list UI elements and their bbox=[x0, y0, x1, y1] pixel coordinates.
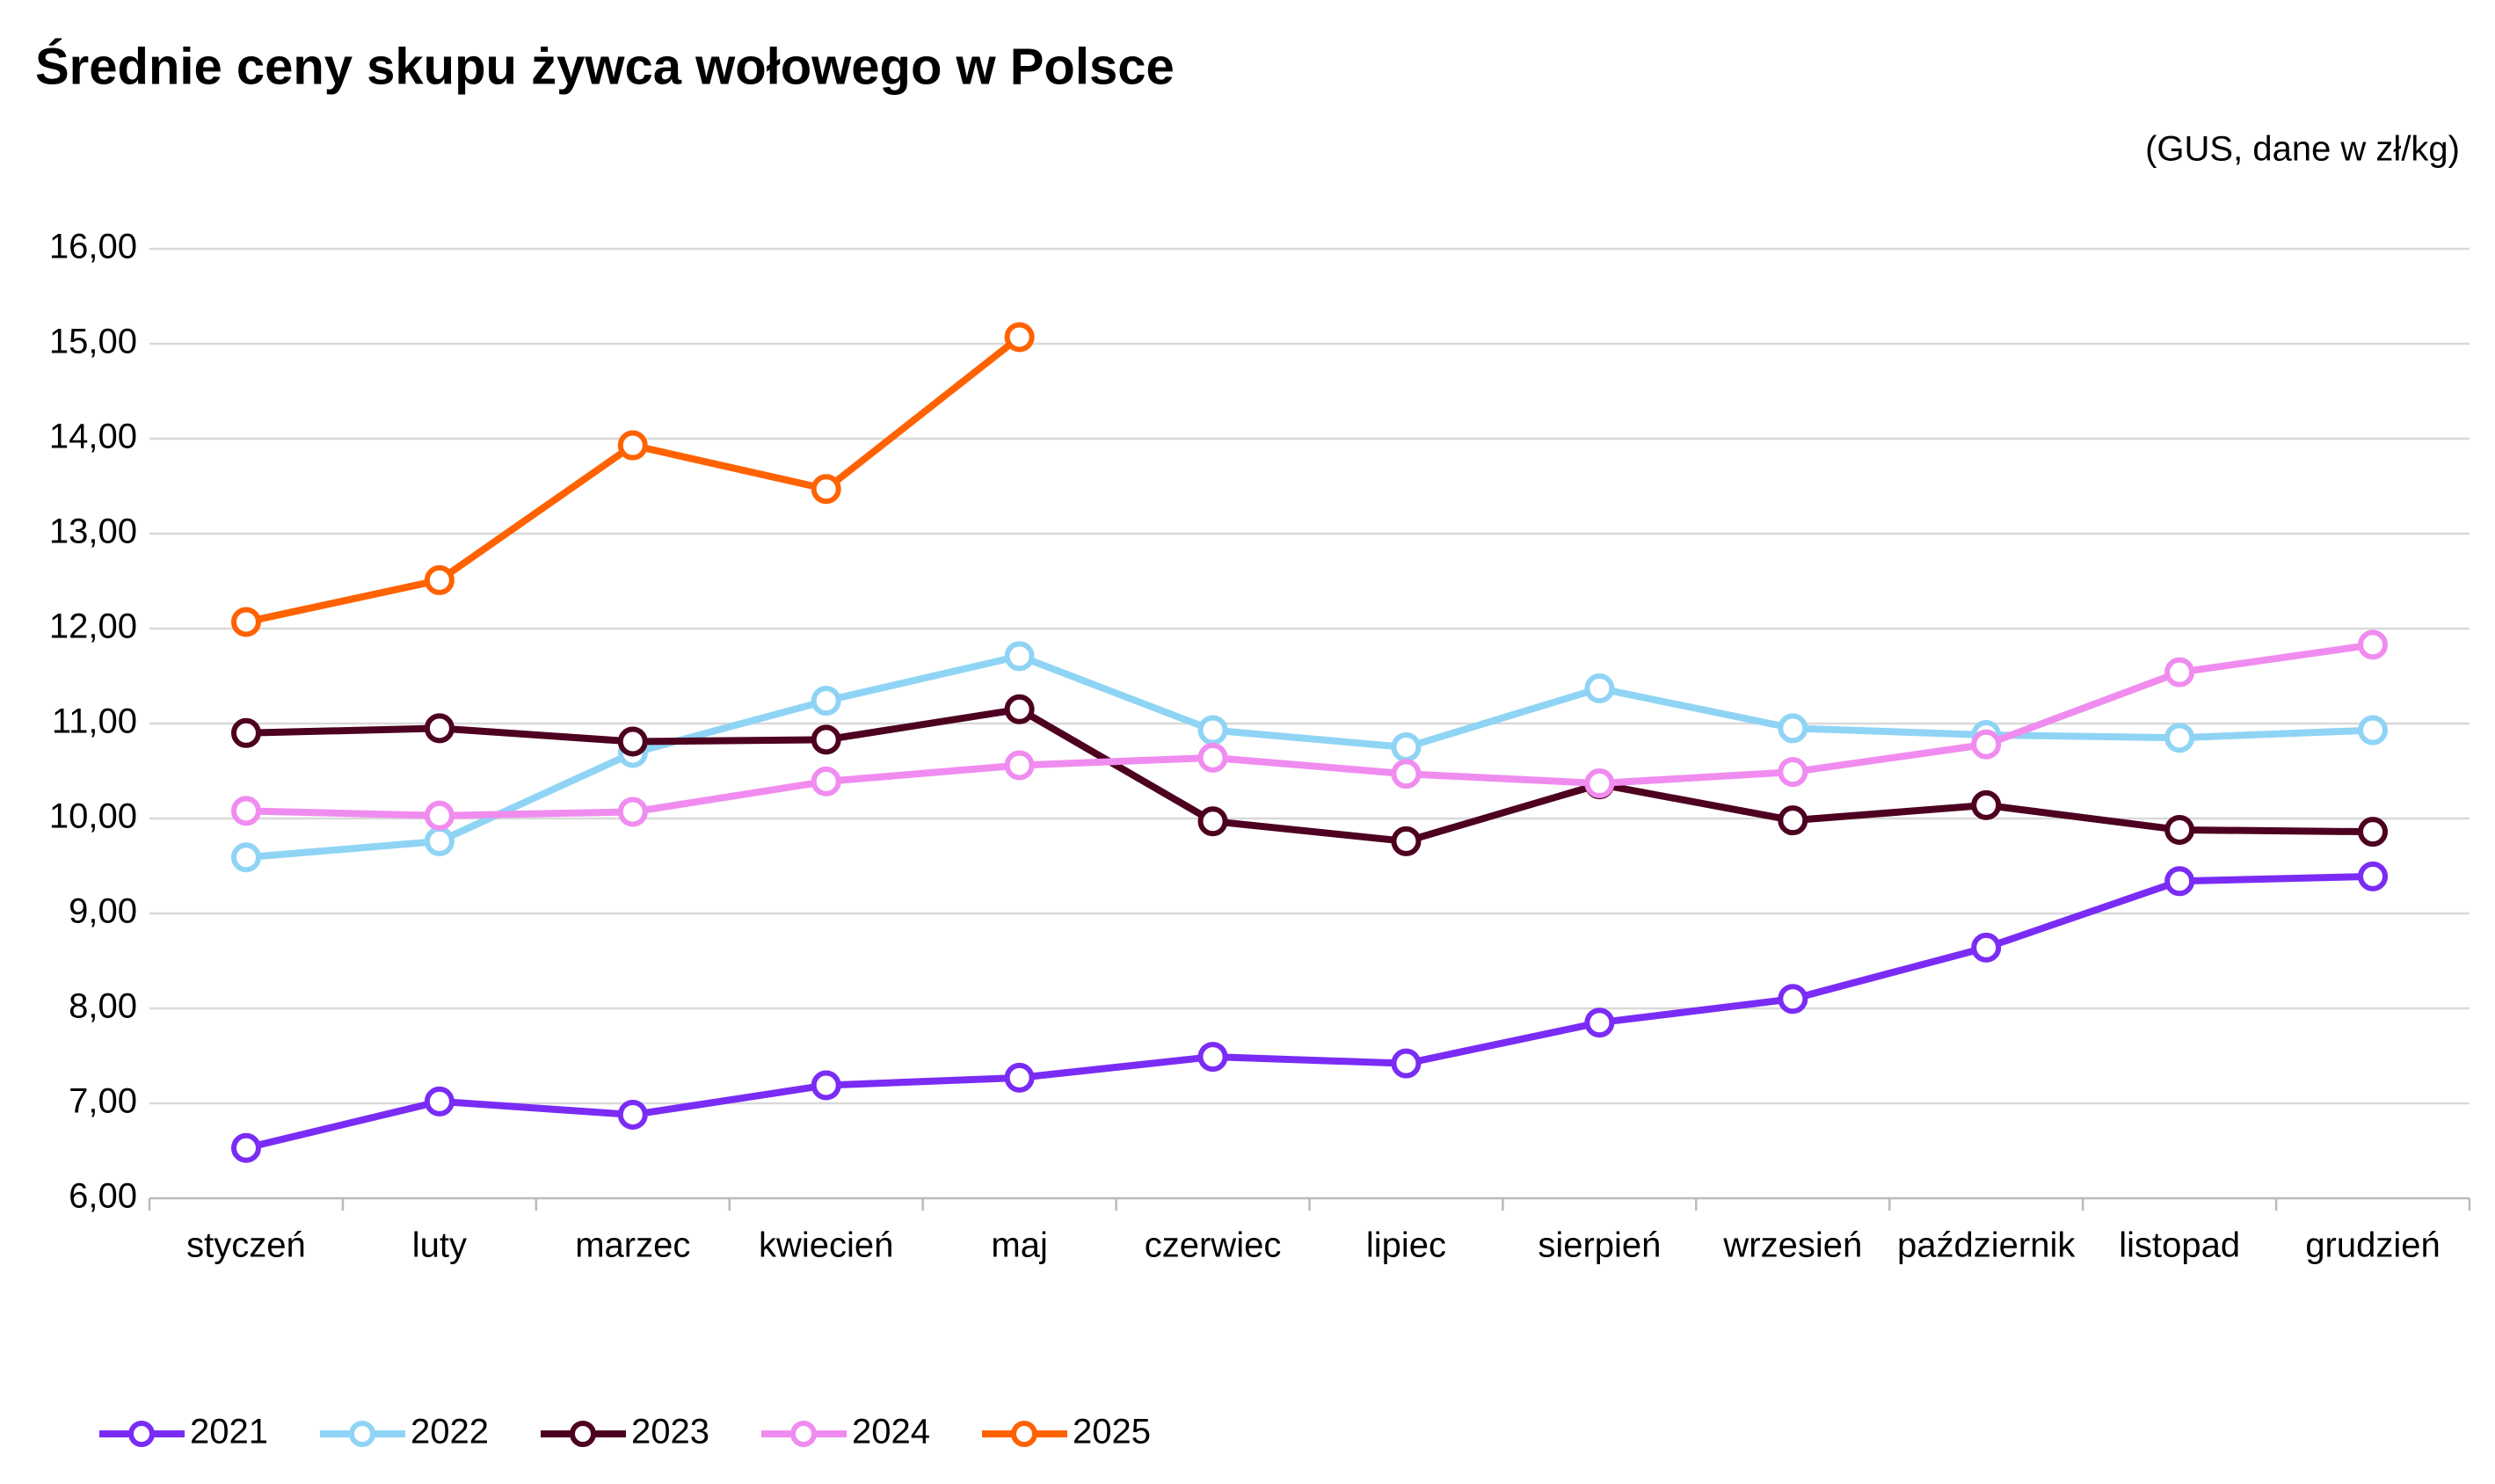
chart-subtitle: (GUS, dane w zł/kg) bbox=[2145, 130, 2460, 169]
legend-label: 2022 bbox=[411, 1413, 489, 1451]
y-tick-label: 16,00 bbox=[49, 228, 137, 266]
x-tick-label: sierpień bbox=[1538, 1226, 1661, 1265]
y-tick-label: 6,00 bbox=[69, 1177, 137, 1216]
point-marker bbox=[1778, 757, 1808, 788]
legend-marker bbox=[570, 1421, 596, 1447]
point-marker bbox=[230, 717, 261, 748]
point-marker bbox=[230, 842, 261, 873]
point-marker bbox=[617, 1099, 648, 1130]
legend-marker bbox=[790, 1421, 817, 1447]
y-tick-label: 9,00 bbox=[69, 892, 137, 931]
x-tick-label: lipiec bbox=[1366, 1226, 1446, 1265]
point-marker bbox=[2164, 814, 2195, 845]
point-marker bbox=[2358, 715, 2389, 746]
point-marker bbox=[1971, 729, 2002, 760]
point-marker bbox=[811, 1070, 841, 1101]
x-tick-label: marzec bbox=[575, 1226, 690, 1265]
legend-label: 2023 bbox=[631, 1413, 709, 1451]
point-marker bbox=[811, 686, 841, 717]
point-marker bbox=[1004, 694, 1035, 724]
x-tick-label: kwiecień bbox=[759, 1226, 893, 1265]
series-line bbox=[245, 641, 2374, 819]
legend-label: 2024 bbox=[852, 1413, 930, 1451]
point-marker bbox=[1778, 713, 1808, 744]
point-marker bbox=[1004, 641, 1035, 672]
point-marker bbox=[1971, 789, 2002, 820]
point-marker bbox=[811, 724, 841, 755]
point-marker bbox=[230, 796, 261, 826]
point-marker bbox=[1004, 750, 1035, 781]
point-marker bbox=[1197, 1042, 1228, 1073]
x-tick-label: styczeń bbox=[186, 1226, 306, 1265]
x-tick-label: czerwiec bbox=[1145, 1226, 1282, 1265]
legend-marker bbox=[1011, 1421, 1037, 1447]
point-marker bbox=[2164, 657, 2195, 687]
point-marker bbox=[424, 1086, 455, 1117]
point-marker bbox=[1778, 984, 1808, 1015]
legend-label: 2025 bbox=[1073, 1413, 1151, 1451]
x-tick-label: listopad bbox=[2119, 1226, 2240, 1265]
point-marker bbox=[1197, 742, 1228, 773]
point-marker bbox=[1971, 932, 2002, 963]
y-tick-label: 13,00 bbox=[49, 513, 137, 551]
x-tick-label: grudzień bbox=[2305, 1226, 2440, 1265]
point-marker bbox=[1004, 322, 1035, 353]
y-tick-label: 11,00 bbox=[52, 702, 137, 741]
point-marker bbox=[1004, 1062, 1035, 1093]
point-marker bbox=[1197, 715, 1228, 746]
point-marker bbox=[424, 826, 455, 856]
point-marker bbox=[617, 726, 648, 757]
point-marker bbox=[1391, 1048, 1422, 1079]
legend-label: 2021 bbox=[190, 1413, 268, 1451]
series-line bbox=[245, 705, 2374, 845]
series-line bbox=[245, 334, 1022, 626]
point-marker bbox=[1391, 826, 1422, 856]
point-marker bbox=[424, 800, 455, 831]
y-tick-label: 10,00 bbox=[49, 797, 137, 836]
legend-marker bbox=[128, 1421, 155, 1447]
point-marker bbox=[1391, 732, 1422, 762]
point-marker bbox=[617, 430, 648, 461]
point-marker bbox=[2164, 723, 2195, 753]
point-marker bbox=[1391, 759, 1422, 789]
point-marker bbox=[1197, 806, 1228, 837]
y-tick-label: 8,00 bbox=[69, 987, 137, 1026]
point-marker bbox=[2358, 817, 2389, 847]
series-line bbox=[245, 652, 2374, 862]
y-tick-label: 15,00 bbox=[49, 323, 137, 361]
point-marker bbox=[230, 1132, 261, 1163]
point-marker bbox=[2164, 866, 2195, 897]
point-marker bbox=[1584, 673, 1615, 704]
point-marker bbox=[2358, 861, 2389, 891]
point-marker bbox=[2358, 629, 2389, 660]
point-marker bbox=[1778, 805, 1808, 836]
y-tick-label: 12,00 bbox=[49, 607, 137, 646]
legend-marker bbox=[349, 1421, 375, 1447]
x-tick-label: luty bbox=[412, 1226, 467, 1265]
point-marker bbox=[811, 474, 841, 505]
series-line bbox=[245, 872, 2374, 1152]
point-marker bbox=[617, 797, 648, 827]
point-marker bbox=[230, 607, 261, 637]
y-tick-label: 14,00 bbox=[49, 418, 137, 456]
chart-title: Średnie ceny skupu żywca wołowego w Pols… bbox=[35, 38, 1175, 95]
point-marker bbox=[811, 766, 841, 797]
point-marker bbox=[424, 713, 455, 744]
y-tick-label: 7,00 bbox=[69, 1082, 137, 1121]
x-tick-label: październik bbox=[1897, 1226, 2076, 1265]
x-tick-label: wrzesień bbox=[1722, 1226, 1862, 1265]
point-marker bbox=[1584, 1008, 1615, 1038]
point-marker bbox=[1584, 768, 1615, 799]
x-tick-label: maj bbox=[991, 1226, 1047, 1265]
point-marker bbox=[424, 564, 455, 595]
